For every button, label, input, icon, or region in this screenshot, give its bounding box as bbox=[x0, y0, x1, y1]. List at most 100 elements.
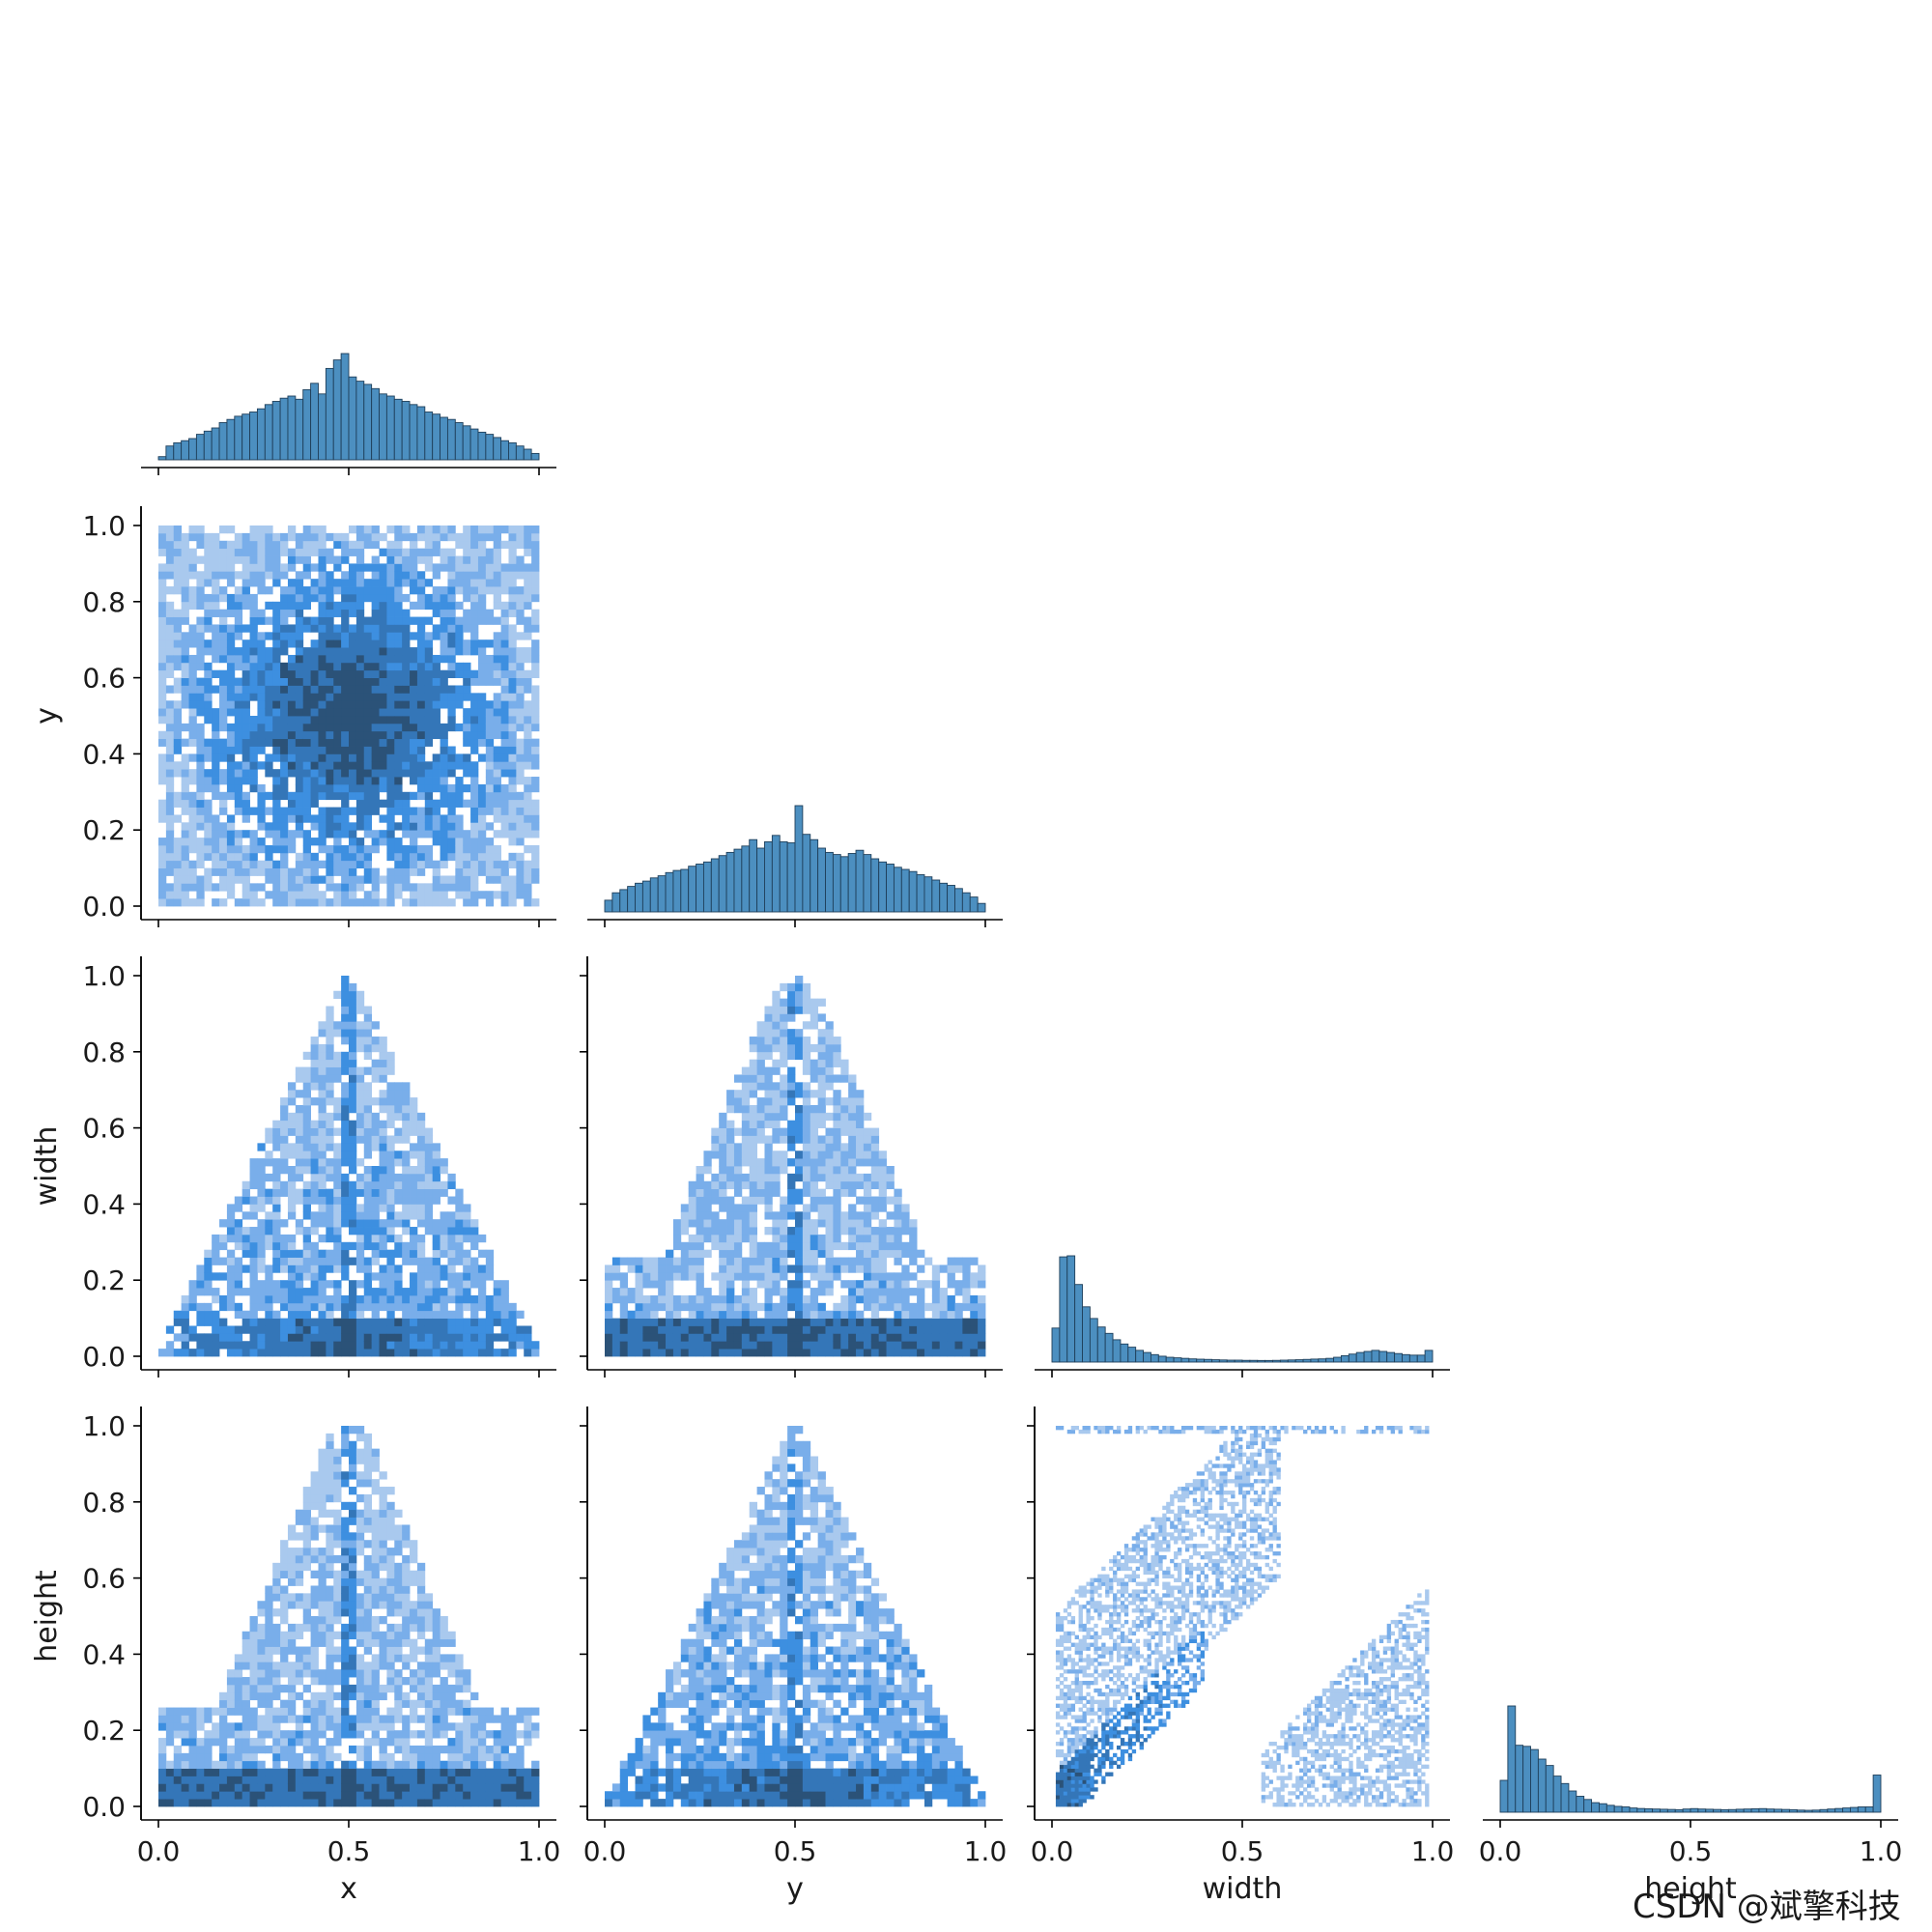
heatmap-cell-x-y-907 bbox=[318, 685, 327, 694]
heatmap-cell-y-width-150 bbox=[688, 1241, 696, 1251]
heatmap-cell-x-y-235 bbox=[196, 693, 205, 701]
heatmap-cell-y-width-1060 bbox=[901, 1211, 910, 1220]
heatmap-cell-x-height-181 bbox=[249, 1669, 258, 1678]
heatmap-cell-x-width-772 bbox=[394, 1349, 403, 1357]
heatmap-cell-y-width-767 bbox=[825, 1234, 834, 1243]
heatmap-cell-y-width-1097 bbox=[931, 1349, 941, 1357]
heatmap-cell-y-width-718 bbox=[817, 1318, 826, 1326]
heatmap-cell-x-height-411 bbox=[310, 1623, 319, 1633]
heatmap-cell-y-width-880 bbox=[848, 1158, 857, 1167]
heatmap-cell-x-y-1271 bbox=[379, 616, 387, 625]
heatmap-cell-x-width-579 bbox=[349, 1006, 357, 1014]
heatmap-cell-x-y-392 bbox=[226, 738, 236, 747]
heatmap-cell-y-width-392 bbox=[749, 1037, 757, 1045]
heatmap-cell-x-y-1919 bbox=[500, 830, 509, 838]
heatmap-cell-x-width-1050 bbox=[477, 1288, 487, 1296]
heatmap-cell-x-width-434 bbox=[326, 1219, 334, 1228]
heatmap-cell-y-width-287 bbox=[726, 1104, 735, 1114]
heatmap-cell-x-width-421 bbox=[326, 1341, 334, 1350]
heatmap-cell-x-y-1563 bbox=[432, 730, 440, 740]
heatmap-cell-y-width-518 bbox=[780, 1288, 788, 1296]
heatmap-cell-x-width-926 bbox=[432, 1302, 440, 1312]
heatmap-cell-x-width-406 bbox=[318, 1127, 327, 1136]
heatmap-cell-y-width-816 bbox=[833, 1135, 841, 1144]
heatmap-cell-x-y-1483 bbox=[416, 708, 426, 717]
heatmap-cell-x-width-593 bbox=[355, 1257, 365, 1265]
heatmap-cell-x-y-491 bbox=[242, 593, 250, 603]
heatmap-cell-y-width-1138 bbox=[954, 1288, 963, 1296]
heatmap-cell-x-width-106 bbox=[242, 1318, 250, 1326]
heatmap-cell-y-width-247 bbox=[719, 1180, 727, 1190]
heatmap-cell-x-y-33 bbox=[158, 601, 167, 611]
heatmap-cell-x-height-432 bbox=[318, 1760, 327, 1769]
heatmap-cell-x-width-1003 bbox=[455, 1227, 464, 1236]
heatmap-cell-x-y-421 bbox=[234, 852, 243, 862]
heatmap-cell-x-y-1542 bbox=[424, 548, 434, 556]
heatmap-cell-x-y-1425 bbox=[410, 844, 418, 854]
heatmap-cell-x-width-425 bbox=[326, 1310, 334, 1319]
heatmap-cell-x-y-1316 bbox=[386, 624, 395, 633]
heatmap-cell-x-y-878 bbox=[310, 563, 319, 572]
heatmap-cell-x-y-8 bbox=[158, 838, 167, 846]
heatmap-cell-x-height-582 bbox=[341, 1501, 350, 1511]
heatmap-cell-y-width-309 bbox=[733, 1180, 743, 1190]
heatmap-cell-x-y-1788 bbox=[470, 548, 479, 556]
heatmap-cell-x-width-663 bbox=[371, 1349, 380, 1357]
heatmap-cell-y-width-664 bbox=[802, 1066, 811, 1075]
heatmap-cell-x-y-1092 bbox=[349, 662, 357, 671]
heatmap-cell-y-width-380 bbox=[749, 1143, 757, 1151]
heatmap-cell-x-y-738 bbox=[287, 632, 297, 640]
heatmap-cell-y-width-198 bbox=[703, 1196, 712, 1205]
heatmap-cell-x-y-1968 bbox=[508, 783, 517, 793]
heatmap-cell-x-width-603 bbox=[355, 1173, 365, 1182]
heatmap-cell-y-width-671 bbox=[802, 998, 811, 1007]
heatmap-cell-x-width-938 bbox=[432, 1196, 440, 1205]
heatmap-cell-y-width-690 bbox=[810, 1219, 819, 1228]
heatmap-cell-y-width-261 bbox=[726, 1318, 735, 1326]
heatmap-cell-x-y-59 bbox=[165, 769, 175, 778]
heatmap-cell-y-width-817 bbox=[833, 1127, 841, 1136]
heatmap-cell-x-width-558 bbox=[349, 1180, 357, 1190]
heatmap-cell-x-width-39 bbox=[204, 1288, 213, 1296]
heatmap-cell-y-width-395 bbox=[756, 1333, 765, 1342]
heatmap-cell-y-width-410 bbox=[756, 1158, 765, 1167]
heatmap-cell-x-y-1451 bbox=[410, 616, 418, 625]
heatmap-cell-x-width-184 bbox=[265, 1188, 273, 1197]
heatmap-cell-y-width-188 bbox=[703, 1310, 712, 1319]
heatmap-cell-x-width-765 bbox=[386, 1104, 395, 1114]
heatmap-cell-x-width-428 bbox=[326, 1280, 334, 1289]
heatmap-cell-y-width-751 bbox=[817, 1029, 826, 1037]
heatmap-cell-x-width-372 bbox=[310, 1082, 319, 1091]
heatmap-cell-y-width-1095 bbox=[923, 1280, 933, 1289]
heatmap-cell-x-y-98 bbox=[173, 799, 183, 808]
heatmap-cell-x-y-1951 bbox=[500, 571, 509, 580]
heatmap-cell-x-height-504 bbox=[326, 1479, 334, 1488]
heatmap-cell-x-y-767 bbox=[295, 753, 304, 762]
heatmap-cell-y-width-1164 bbox=[970, 1257, 979, 1265]
heatmap-cell-x-y-1506 bbox=[424, 891, 434, 899]
heatmap-cell-x-y-402 bbox=[226, 654, 236, 664]
heatmap-cell-x-width-367 bbox=[310, 1143, 319, 1151]
heatmap-cell-y-width-974 bbox=[870, 1158, 880, 1167]
heatmap-cell-y-width-852 bbox=[840, 1112, 849, 1122]
heatmap-cell-x-width-742 bbox=[386, 1294, 395, 1304]
heatmap-cell-x-width-217 bbox=[272, 1120, 281, 1128]
heatmap-cell-y-width-304 bbox=[733, 1227, 743, 1236]
heatmap-cell-x-height-333 bbox=[295, 1752, 304, 1762]
heatmap-cell-x-height-357 bbox=[302, 1791, 311, 1800]
heatmap-cell-x-y-574 bbox=[257, 579, 266, 587]
heatmap-cell-y-width-1 bbox=[605, 1341, 613, 1350]
heatmap-cell-x-y-105 bbox=[173, 723, 183, 732]
heatmap-cell-x-width-130 bbox=[249, 1257, 258, 1265]
heatmap-cell-x-y-447 bbox=[234, 616, 243, 625]
heatmap-cell-x-y-967 bbox=[326, 586, 334, 595]
heatmap-cell-x-height-524 bbox=[333, 1669, 342, 1678]
heatmap-cell-x-y-1687 bbox=[455, 723, 464, 732]
heatmap-cell-x-width-997 bbox=[455, 1280, 464, 1289]
heatmap-cell-x-y-1996 bbox=[508, 563, 517, 572]
heatmap-cell-y-width-1016 bbox=[886, 1234, 895, 1243]
heatmap-cell-x-width-923 bbox=[432, 1325, 440, 1334]
heatmap-cell-y-width-181 bbox=[696, 1173, 704, 1182]
heatmap-cell-x-width-287 bbox=[295, 1264, 304, 1273]
heatmap-cell-x-width-587 bbox=[355, 1318, 365, 1326]
